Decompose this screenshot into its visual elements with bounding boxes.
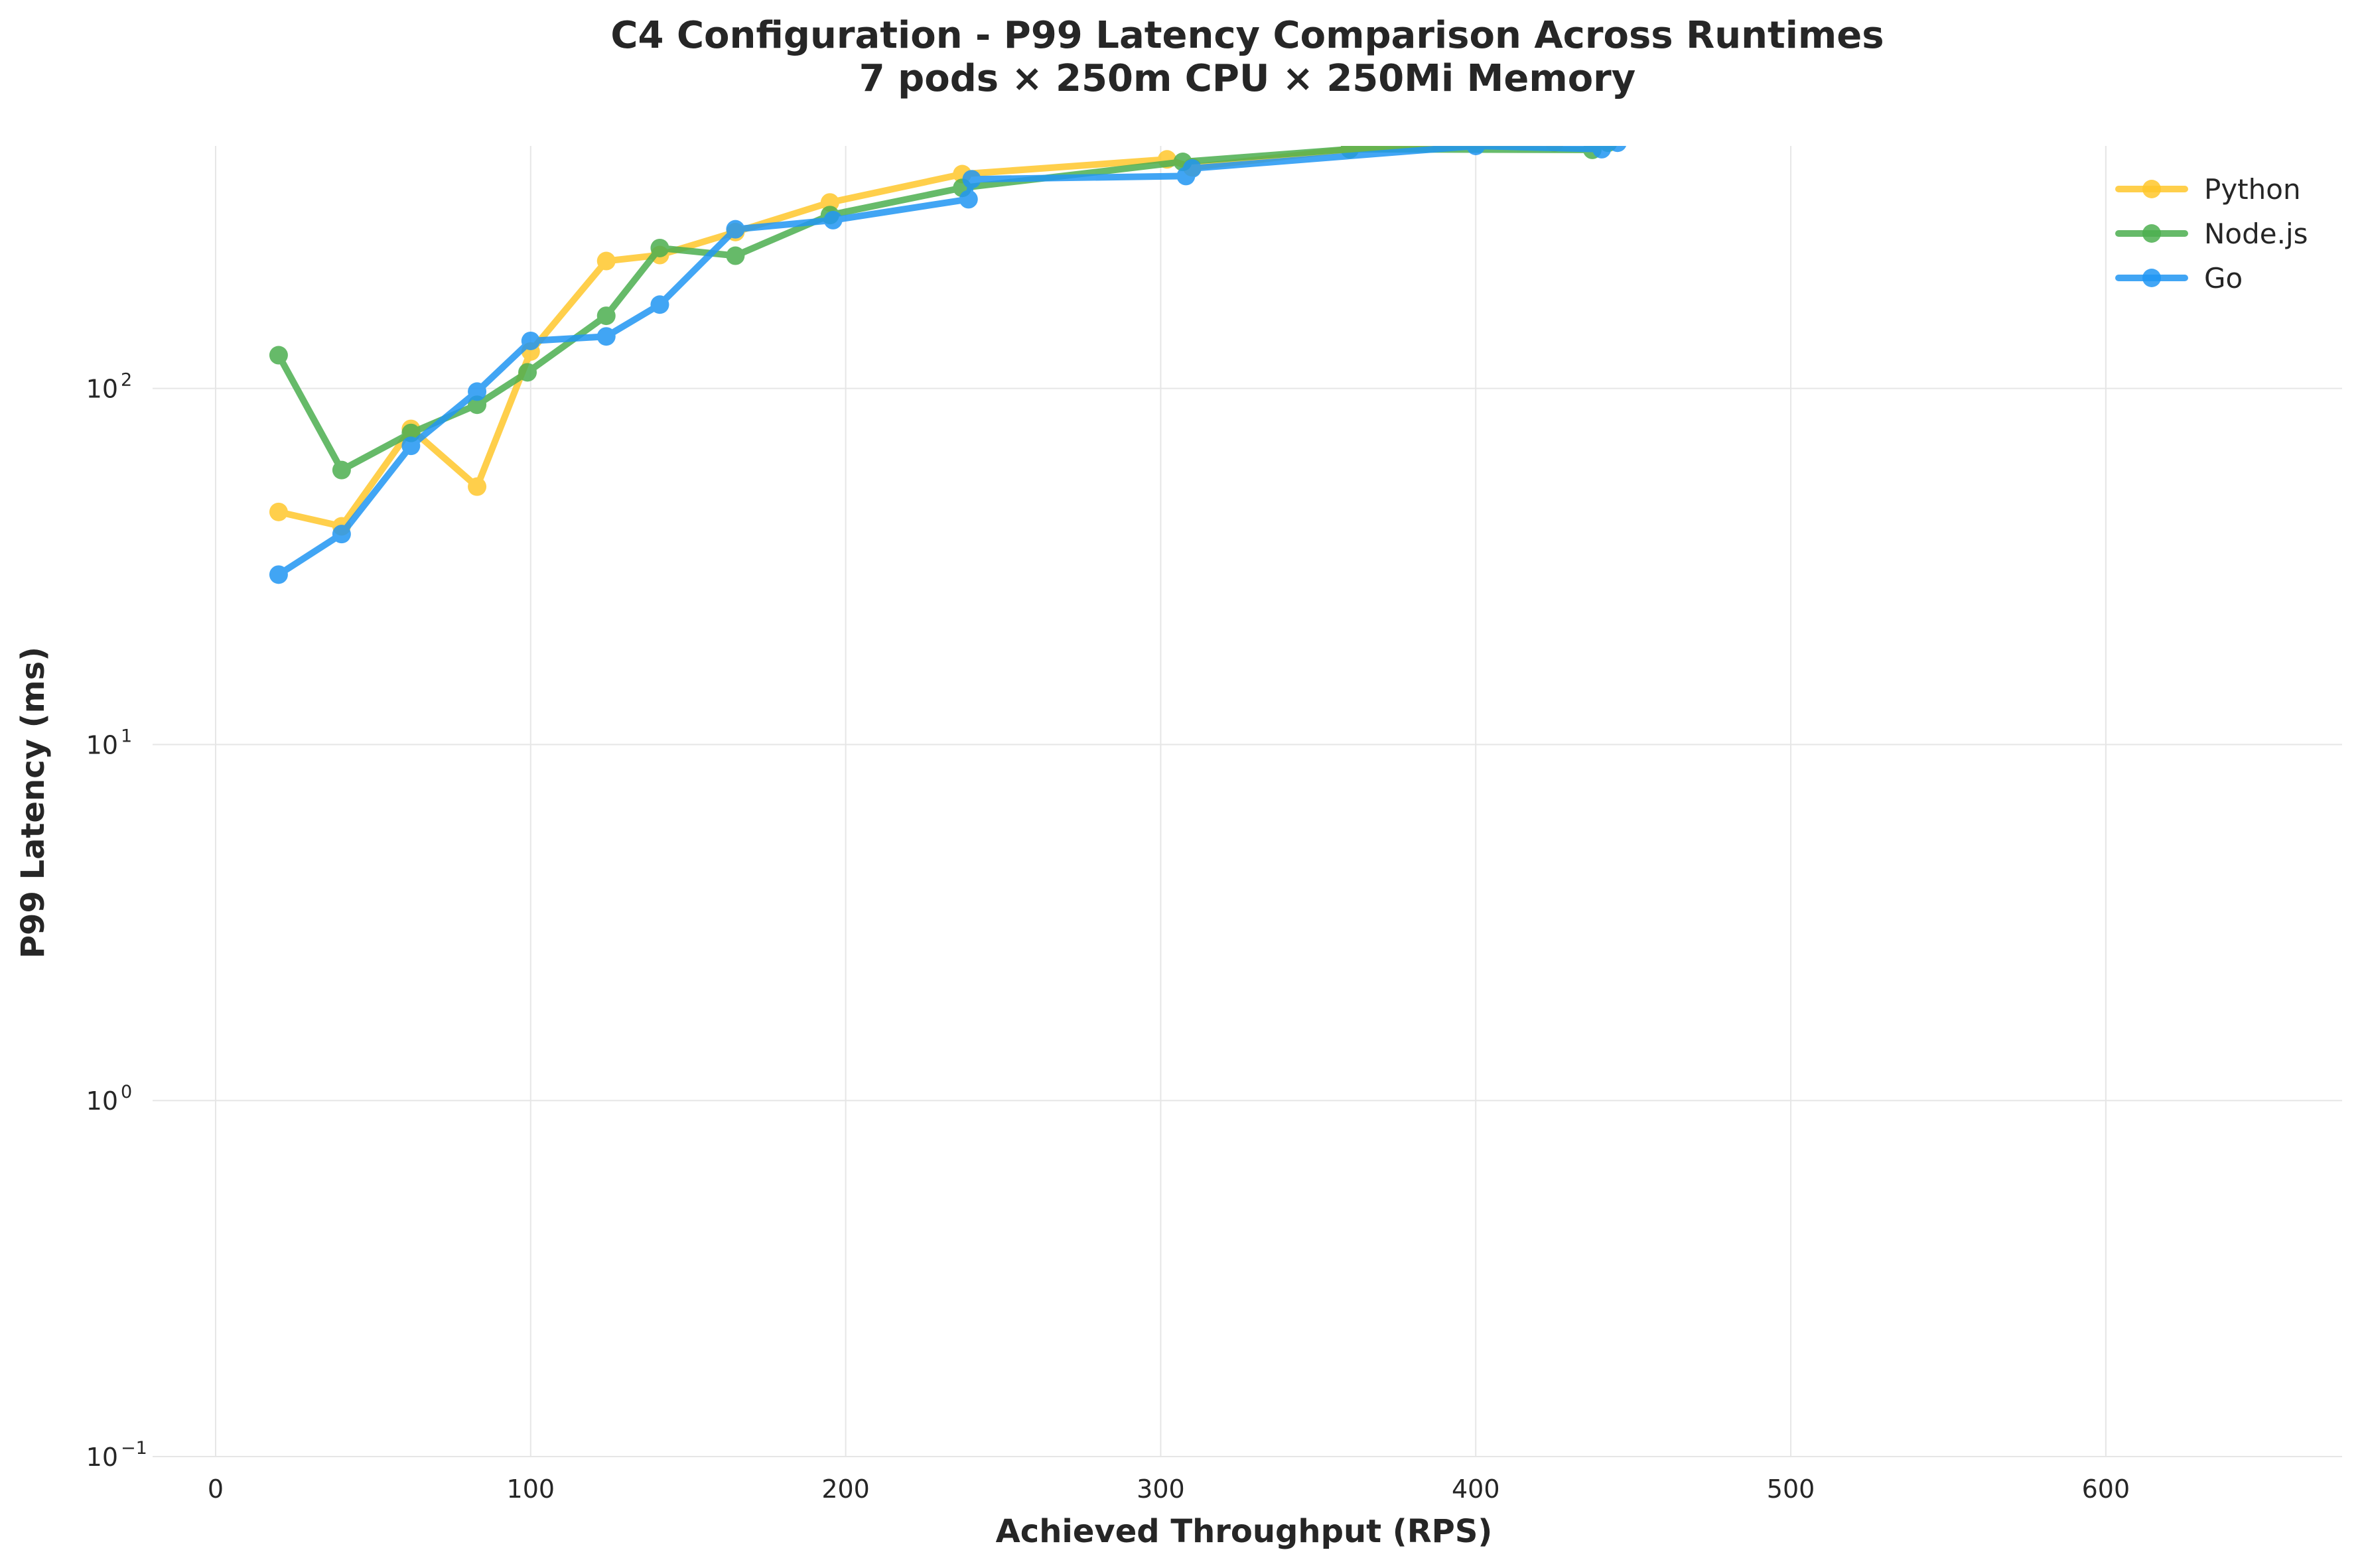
legend-swatch-marker	[2142, 269, 2161, 287]
data-point	[596, 327, 616, 346]
data-point	[269, 346, 288, 365]
data-point	[1608, 146, 1627, 153]
series-python	[269, 146, 1564, 536]
legend-swatch-marker	[2142, 180, 2161, 198]
y-tick-label: 10	[86, 1443, 118, 1472]
series-line	[275, 146, 1619, 578]
y-tick-exponent: 0	[121, 1082, 132, 1102]
data-point	[596, 251, 616, 271]
data-point	[269, 565, 288, 584]
data-point	[726, 246, 745, 265]
data-point	[468, 395, 487, 415]
data-point	[596, 306, 616, 326]
x-tick-label: 500	[1767, 1474, 1815, 1504]
x-axis-ticks: 0 100 200 300 400 500 600	[208, 1474, 2130, 1504]
y-tick-label: 10	[86, 375, 118, 404]
y-axis-label: P99 Latency (ms)	[15, 647, 52, 958]
data-point	[468, 477, 487, 496]
data-point	[521, 331, 540, 350]
legend-label: Python	[2204, 173, 2301, 206]
data-point	[1182, 159, 1202, 178]
data-point	[269, 502, 288, 521]
y-tick-exponent: −1	[121, 1438, 147, 1459]
y-tick-exponent: 1	[121, 726, 132, 746]
series-line	[275, 146, 1610, 474]
data-point	[401, 436, 421, 456]
legend-label: Go	[2204, 262, 2243, 294]
data-point	[823, 210, 843, 229]
data-point	[518, 363, 537, 382]
grid	[153, 146, 2342, 1457]
y-tick-exponent: 2	[121, 370, 132, 391]
data-point	[1592, 146, 1612, 159]
y-tick-label: 10	[86, 730, 118, 759]
data-point	[468, 382, 487, 401]
data-point	[332, 460, 351, 480]
data-point	[726, 220, 745, 239]
legend: Python Node.js Go	[2115, 173, 2308, 294]
data-point	[962, 170, 981, 189]
y-tick-label: 10	[86, 1086, 118, 1116]
legend-item: Go	[2115, 262, 2243, 294]
chart-title: C4 Configuration - P99 Latency Compariso…	[610, 14, 1884, 57]
data-point	[332, 525, 351, 544]
legend-item: Node.js	[2115, 218, 2308, 250]
chart-subtitle: 7 pods × 250m CPU × 250Mi Memory	[859, 57, 1636, 100]
data-point	[959, 190, 978, 209]
x-tick-label: 300	[1137, 1474, 1185, 1504]
series-node-js	[269, 146, 1617, 480]
data-point	[401, 423, 421, 442]
series-go	[269, 146, 1627, 584]
series-layer	[269, 146, 1627, 584]
x-tick-label: 100	[507, 1474, 555, 1504]
legend-label: Node.js	[2204, 218, 2308, 250]
data-point	[650, 238, 669, 257]
data-point	[650, 295, 669, 314]
x-tick-label: 600	[2082, 1474, 2130, 1504]
x-tick-label: 400	[1452, 1474, 1500, 1504]
legend-item: Python	[2115, 173, 2301, 206]
legend-swatch-marker	[2142, 224, 2161, 243]
x-axis-label: Achieved Throughput (RPS)	[996, 1513, 1493, 1550]
x-tick-label: 0	[208, 1474, 224, 1504]
data-point	[1466, 146, 1486, 155]
x-tick-label: 200	[821, 1474, 870, 1504]
